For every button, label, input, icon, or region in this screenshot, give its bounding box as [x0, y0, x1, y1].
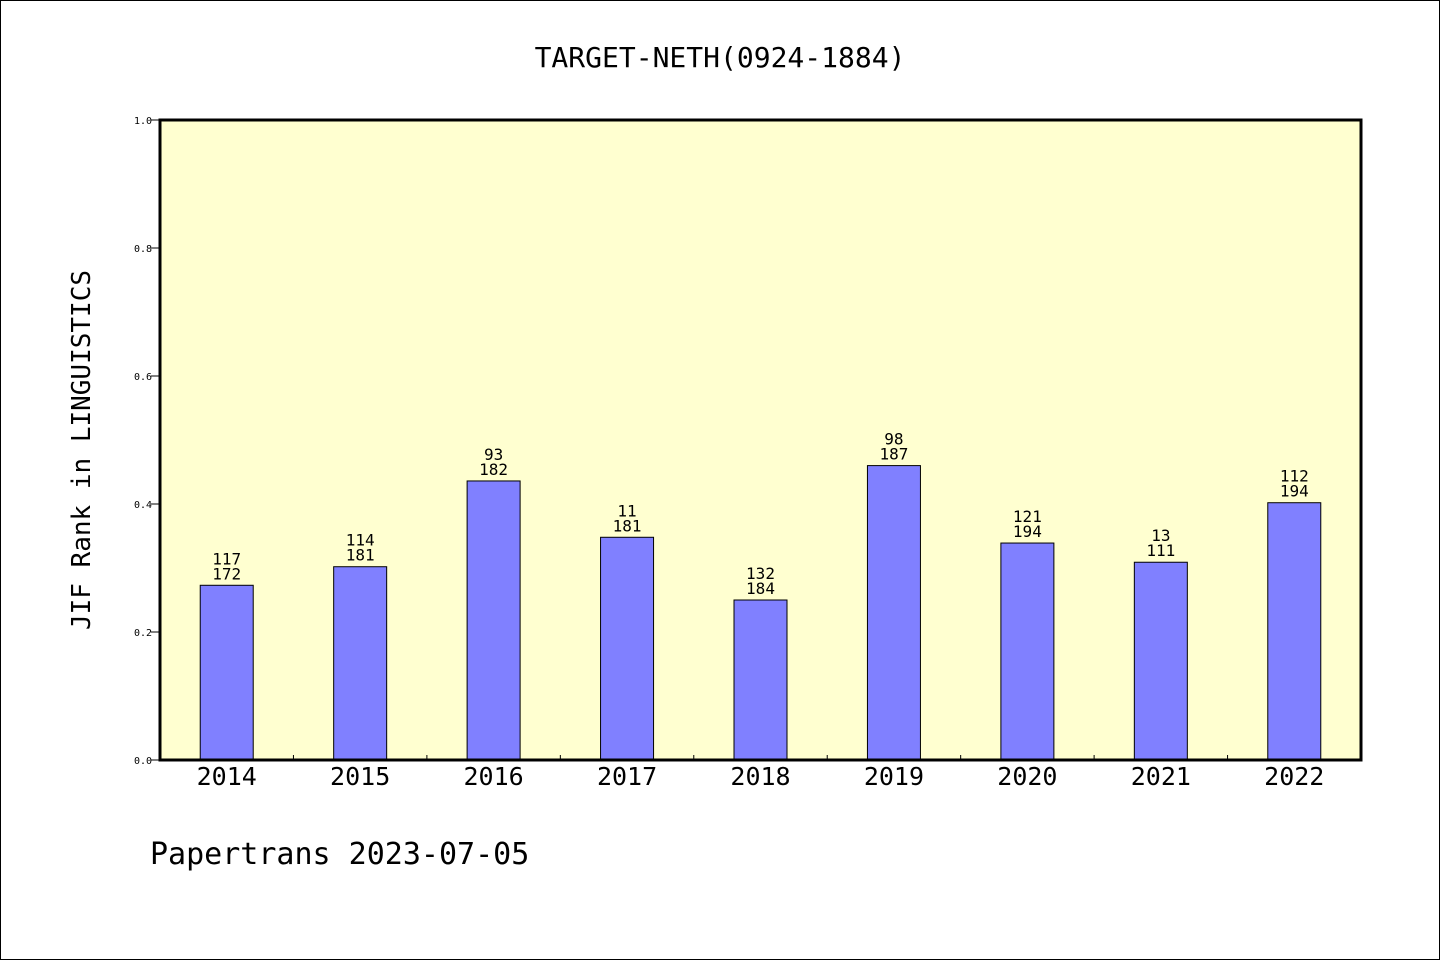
- bar-label-bottom: 181: [613, 516, 642, 535]
- bar: [1000, 542, 1055, 761]
- x-tick-label: 2018: [730, 762, 790, 791]
- bar-label-bottom: 182: [479, 460, 508, 479]
- x-tick-label: 2015: [330, 762, 390, 791]
- bar-label-top: 132: [746, 564, 775, 583]
- y-ticks: 0.0 0.2 0.4 0.6 0.8 1.0: [134, 116, 160, 767]
- bar: [1133, 561, 1188, 761]
- chart-title: TARGET-NETH(0924-1884): [535, 41, 906, 74]
- y-tick-label: 0.4: [134, 500, 152, 511]
- x-tick-label: 2014: [197, 762, 257, 791]
- bar-label-top: 121: [1013, 507, 1042, 526]
- y-tick-label: 0.2: [134, 628, 152, 639]
- x-tick-label: 2021: [1131, 762, 1191, 791]
- y-tick-label: 0.8: [134, 244, 152, 255]
- bar-label-top: 93: [484, 445, 503, 464]
- x-tick-label: 2016: [464, 762, 524, 791]
- x-ticks: 2014 2015 2016 2017 2018 2019 2020 2021 2022: [197, 755, 1324, 791]
- bar-label-top: 117: [212, 549, 241, 568]
- bar-label-top: 13: [1151, 526, 1170, 545]
- bar: [733, 599, 788, 761]
- y-axis-label: JIF Rank in LINGUISTICS: [67, 270, 97, 630]
- bar-label-top: 98: [884, 430, 903, 449]
- bar: [866, 465, 921, 761]
- bar-label-bottom: 184: [746, 579, 775, 598]
- x-tick-label: 2019: [864, 762, 924, 791]
- bar-label-top: 114: [346, 531, 375, 550]
- bar: [1267, 502, 1322, 761]
- bar-label-bottom: 111: [1146, 541, 1175, 560]
- bar-label-bottom: 172: [212, 564, 241, 583]
- bar: [600, 536, 655, 761]
- plot-border: [158, 118, 1363, 762]
- bar: [466, 480, 521, 761]
- bar-label-top: 112: [1280, 467, 1309, 486]
- bar-label-bottom: 194: [1280, 482, 1309, 501]
- bar-label-bottom: 187: [879, 445, 908, 464]
- y-tick-label: 0.6: [134, 372, 152, 383]
- bar-label-bottom: 194: [1013, 522, 1042, 541]
- x-tick-label: 2020: [997, 762, 1057, 791]
- bar: [333, 566, 388, 761]
- y-tick-label: 1.0: [134, 116, 152, 127]
- bar: [199, 584, 254, 761]
- bar-label-bottom: 181: [346, 546, 375, 565]
- footer-text: Papertrans 2023-07-05: [150, 837, 529, 872]
- bar-label-top: 11: [617, 501, 636, 520]
- y-tick-label: 0.0: [134, 756, 152, 767]
- x-tick-label: 2022: [1264, 762, 1324, 791]
- x-tick-label: 2017: [597, 762, 657, 791]
